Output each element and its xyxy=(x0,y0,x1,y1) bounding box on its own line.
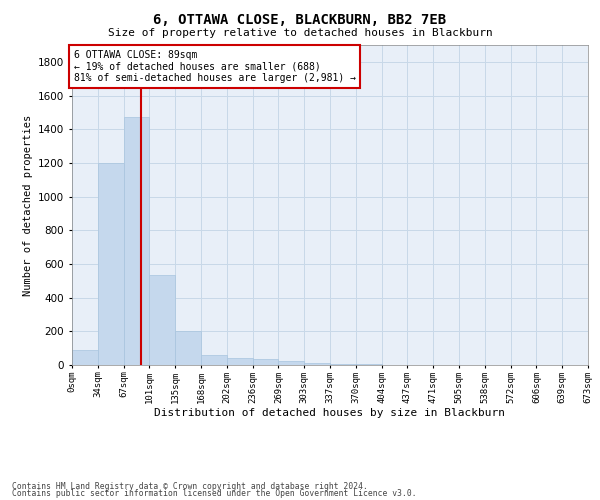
Bar xyxy=(124,118,149,365)
Text: 6 OTTAWA CLOSE: 89sqm
← 19% of detached houses are smaller (688)
81% of semi-det: 6 OTTAWA CLOSE: 89sqm ← 19% of detached … xyxy=(74,50,356,84)
X-axis label: Distribution of detached houses by size in Blackburn: Distribution of detached houses by size … xyxy=(155,408,505,418)
Bar xyxy=(72,350,98,365)
Bar xyxy=(175,332,201,365)
Bar xyxy=(330,364,356,365)
Bar xyxy=(201,355,227,365)
Bar xyxy=(278,361,304,365)
Text: Size of property relative to detached houses in Blackburn: Size of property relative to detached ho… xyxy=(107,28,493,38)
Y-axis label: Number of detached properties: Number of detached properties xyxy=(23,114,32,296)
Bar xyxy=(356,364,382,365)
Bar xyxy=(304,364,330,365)
Bar xyxy=(149,275,175,365)
Bar xyxy=(253,359,278,365)
Text: Contains HM Land Registry data © Crown copyright and database right 2024.: Contains HM Land Registry data © Crown c… xyxy=(12,482,368,491)
Bar xyxy=(98,163,124,365)
Text: Contains public sector information licensed under the Open Government Licence v3: Contains public sector information licen… xyxy=(12,489,416,498)
Text: 6, OTTAWA CLOSE, BLACKBURN, BB2 7EB: 6, OTTAWA CLOSE, BLACKBURN, BB2 7EB xyxy=(154,12,446,26)
Bar xyxy=(227,358,253,365)
